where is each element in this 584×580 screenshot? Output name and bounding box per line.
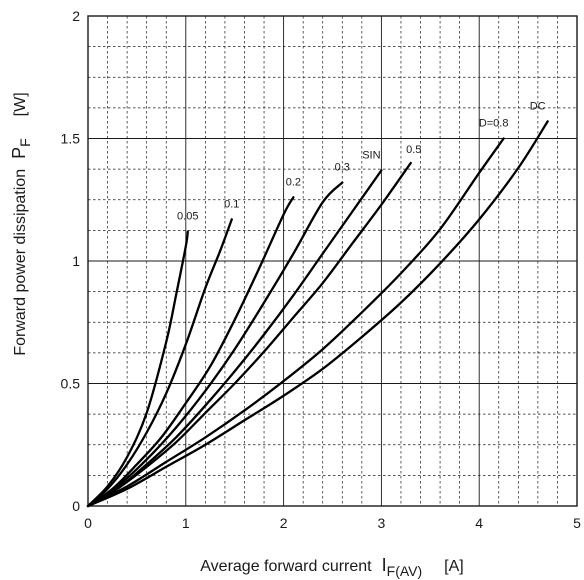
curve-0-1 (86, 218, 233, 508)
x-tick-label: 4 (475, 515, 483, 531)
curve-label: SIN (362, 149, 380, 161)
curve-0-3 (86, 181, 344, 508)
curve-label: 0.2 (286, 176, 301, 188)
curve-label: 0.5 (406, 144, 421, 156)
x-tick-label: 2 (280, 515, 288, 531)
curve-label: D=0.8 (479, 118, 509, 130)
curve-labels: 0.05 0.1 0.2 0.3 SIN 0.5 D=0.8 DC (177, 100, 546, 222)
grid (88, 16, 577, 506)
tick-labels: 0 1 2 3 4 5 0 0.5 1 1.5 2 (61, 8, 582, 531)
curve-0-2 (86, 196, 295, 508)
curve-label: 0.05 (177, 211, 198, 223)
curve-dc (86, 120, 549, 508)
x-tick-label: 3 (378, 515, 386, 531)
x-tick-label: 5 (573, 515, 581, 531)
x-axis-title: Average forward current IF(AV) [A] (200, 555, 463, 579)
y-axis-title: Forward power dissipationPF[W] (9, 92, 33, 355)
x-tick-label: 0 (84, 515, 92, 531)
y-tick-label: 1.5 (61, 131, 81, 147)
y-tick-label: 1 (72, 253, 80, 269)
curve-sin (86, 169, 383, 508)
curve-label: 0.3 (335, 162, 350, 174)
curves (86, 120, 549, 508)
plot-frame (87, 15, 578, 507)
curve-label: DC (530, 100, 546, 112)
y-tick-label: 0.5 (61, 376, 81, 392)
y-tick-label: 0 (72, 498, 80, 514)
curve-0-05 (86, 230, 189, 508)
curve-d-0-8 (86, 137, 505, 508)
x-tick-label: 1 (182, 515, 190, 531)
y-tick-label: 2 (72, 8, 80, 24)
curve-0-5 (86, 161, 412, 508)
curve-label: 0.1 (224, 198, 239, 210)
